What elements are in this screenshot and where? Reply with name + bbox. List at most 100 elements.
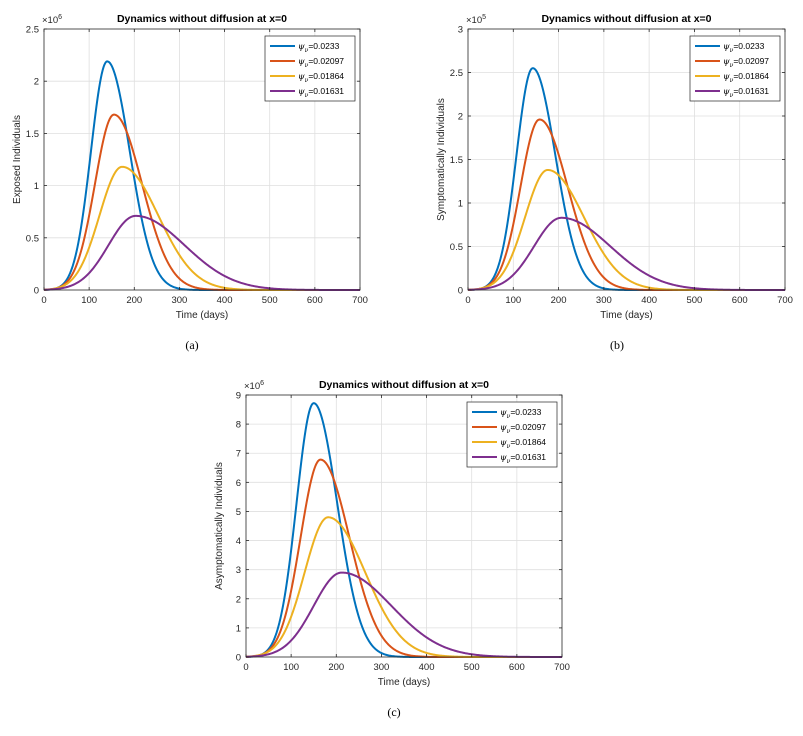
x-tick-label: 300: [373, 662, 389, 673]
chart-title: Dynamics without diffusion at x=0: [319, 379, 489, 391]
legend-psi-symbol: ψ: [298, 57, 305, 67]
y-tick-label: 8: [236, 420, 241, 431]
legend-psi-symbol: ψ: [723, 72, 730, 82]
x-tick-label: 300: [596, 295, 612, 306]
y-tick-label: 1: [458, 199, 463, 210]
legend-entry-3: ψν=0.01864: [500, 437, 546, 450]
y-exponent-label: ×105: [466, 14, 486, 26]
legend-psi-symbol: ψ: [723, 87, 730, 97]
legend-value: 0.01631: [313, 86, 344, 96]
x-axis-label: Time (days): [600, 310, 652, 321]
y-exponent-power: 6: [260, 380, 264, 387]
legend-entry-4: ψν=0.01631: [298, 86, 344, 99]
legend-nu-subscript: ν: [507, 458, 511, 465]
legend-entry-4: ψν=0.01631: [723, 86, 769, 99]
axes-box: [43, 28, 361, 291]
panel-caption: (b): [610, 338, 624, 352]
legend-nu-subscript: ν: [507, 413, 511, 420]
legend-nu-subscript: ν: [305, 47, 309, 54]
legend-value: 0.01631: [515, 452, 546, 462]
y-tick-label: 0: [458, 286, 463, 297]
y-exponent-base: ×10: [466, 15, 482, 26]
legend-entry-3: ψν=0.01864: [298, 71, 344, 84]
x-tick-label: 700: [554, 662, 570, 673]
axes-box: [245, 394, 563, 658]
legend-equals: =: [510, 452, 515, 462]
legend-equals: =: [308, 86, 313, 96]
x-tick-label: 600: [509, 662, 525, 673]
x-tick-label: 700: [352, 295, 368, 306]
legend-nu-subscript: ν: [305, 62, 309, 69]
y-tick-label: 1.5: [450, 155, 463, 166]
y-exponent-label: ×106: [244, 380, 264, 392]
x-tick-label: 0: [465, 295, 470, 306]
legend-value: 0.0233: [313, 41, 339, 51]
legend-nu-subscript: ν: [305, 77, 309, 84]
legend-entry-1: ψν=0.0233: [298, 41, 340, 54]
x-tick-label: 0: [41, 295, 46, 306]
legend-psi-symbol: ψ: [298, 72, 305, 82]
x-tick-label: 400: [217, 295, 233, 306]
y-tick-label: 1.5: [26, 129, 39, 140]
legend-equals: =: [510, 437, 515, 447]
legend-value: 0.01864: [515, 437, 546, 447]
y-axis-label: Exposed Individuals: [12, 115, 23, 204]
legend-value: 0.01631: [738, 86, 769, 96]
chart-panel-b: 0 100 200 300 400 500 600 700 0 0.5 1 1.5 2 2.5 3×105 D…: [436, 13, 793, 352]
x-tick-label: 500: [262, 295, 278, 306]
y-exponent-power: 5: [482, 14, 486, 21]
y-tick-label: 3: [458, 25, 463, 36]
legend-nu-subscript: ν: [507, 428, 511, 435]
legend-psi-symbol: ψ: [500, 408, 507, 418]
legend-nu-subscript: ν: [730, 47, 734, 54]
x-tick-label: 600: [307, 295, 323, 306]
y-tick-label: 2: [34, 77, 39, 88]
x-tick-label: 300: [171, 295, 187, 306]
y-tick-label: 2.5: [450, 68, 463, 79]
legend-value: 0.01864: [313, 71, 344, 81]
chart-title: Dynamics without diffusion at x=0: [541, 13, 711, 25]
legend-psi-symbol: ψ: [500, 423, 507, 433]
x-tick-label: 600: [732, 295, 748, 306]
legend-psi-symbol: ψ: [298, 42, 305, 52]
y-tick-label: 1: [34, 181, 39, 192]
legend-equals: =: [510, 407, 515, 417]
legend-entry-2: ψν=0.02097: [298, 56, 344, 69]
x-tick-label: 400: [641, 295, 657, 306]
legend-equals: =: [308, 41, 313, 51]
legend-equals: =: [733, 71, 738, 81]
legend-entry-2: ψν=0.02097: [500, 422, 546, 435]
x-tick-label: 200: [551, 295, 567, 306]
y-exponent-label: ×106: [42, 14, 62, 26]
legend-equals: =: [308, 56, 313, 66]
y-tick-label: 4: [236, 536, 241, 547]
y-tick-label: 3: [236, 565, 241, 576]
panel-caption: (a): [185, 338, 198, 352]
y-exponent-base: ×10: [244, 381, 260, 392]
legend-nu-subscript: ν: [730, 62, 734, 69]
legend-value: 0.02097: [515, 422, 546, 432]
y-tick-label: 0: [34, 286, 39, 297]
y-tick-label: 0: [236, 653, 241, 664]
legend-nu-subscript: ν: [507, 443, 511, 450]
x-tick-label: 200: [126, 295, 142, 306]
legend-equals: =: [733, 41, 738, 51]
legend-nu-subscript: ν: [730, 77, 734, 84]
y-tick-label: 2.5: [26, 25, 39, 36]
legend-entry-4: ψν=0.01631: [500, 452, 546, 465]
legend-equals: =: [510, 422, 515, 432]
y-exponent-power: 6: [58, 14, 62, 21]
x-axis-label: Time (days): [176, 310, 228, 321]
legend-equals: =: [733, 86, 738, 96]
legend-psi-symbol: ψ: [500, 438, 507, 448]
legend-value: 0.0233: [515, 407, 541, 417]
panel-caption: (c): [387, 705, 400, 719]
y-tick-label: 2: [236, 594, 241, 605]
x-axis-label: Time (days): [378, 677, 430, 688]
legend-nu-subscript: ν: [305, 92, 309, 99]
x-tick-label: 0: [243, 662, 248, 673]
y-tick-label: 6: [236, 478, 241, 489]
x-tick-label: 100: [505, 295, 521, 306]
